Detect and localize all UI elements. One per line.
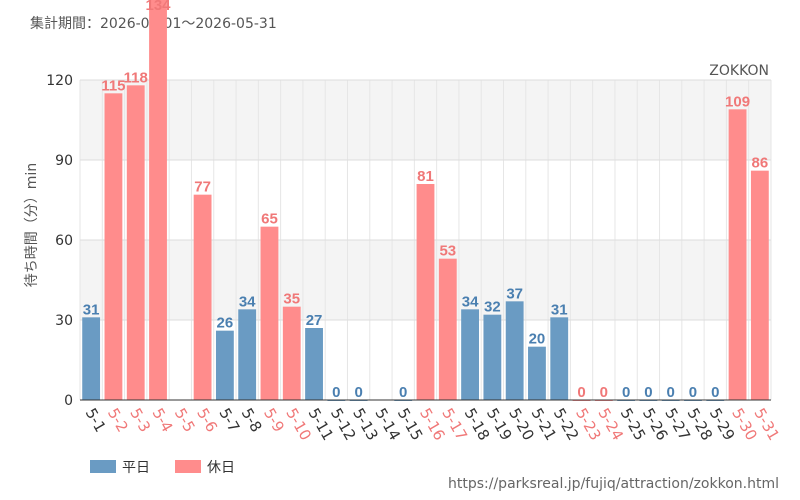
bar[interactable] bbox=[126, 85, 145, 400]
x-tick-label: 5-3 bbox=[126, 405, 154, 435]
x-tick-label: 5-1 bbox=[82, 405, 110, 435]
bar[interactable] bbox=[215, 330, 234, 400]
bar[interactable] bbox=[82, 317, 101, 400]
data-label: 0 bbox=[354, 384, 362, 401]
y-axis-ticks: 0 30 60 90 120 bbox=[46, 73, 73, 409]
data-label: 34 bbox=[462, 293, 479, 310]
bar[interactable] bbox=[438, 258, 457, 400]
data-label: 26 bbox=[217, 315, 234, 332]
data-label: 31 bbox=[551, 301, 568, 318]
data-label: 32 bbox=[484, 299, 501, 316]
y-tick-label: 60 bbox=[55, 233, 73, 249]
data-label: 109 bbox=[725, 93, 750, 110]
data-label: 0 bbox=[399, 384, 407, 401]
bar[interactable] bbox=[149, 0, 167, 400]
legend: 平日 休日 bbox=[90, 460, 235, 476]
data-label: 65 bbox=[261, 211, 278, 228]
data-label: 118 bbox=[124, 69, 148, 86]
y-axis-title: 待ち時間（分）min bbox=[24, 163, 40, 287]
bar[interactable] bbox=[505, 301, 524, 400]
data-label: 37 bbox=[506, 285, 523, 302]
data-label: 35 bbox=[283, 291, 300, 308]
x-tick-label: 5-6 bbox=[193, 405, 221, 435]
data-label: 81 bbox=[417, 168, 434, 185]
bar[interactable] bbox=[282, 306, 301, 400]
data-label: 0 bbox=[667, 384, 675, 401]
x-tick-label: 5-9 bbox=[260, 405, 288, 435]
x-axis-ticks: 5-15-25-35-45-55-65-75-85-95-105-115-125… bbox=[82, 405, 783, 443]
bar[interactable] bbox=[416, 184, 435, 400]
legend-item-holiday[interactable]: 休日 bbox=[175, 460, 235, 476]
bar[interactable] bbox=[238, 309, 257, 400]
bar[interactable] bbox=[550, 317, 569, 400]
bar[interactable] bbox=[750, 170, 769, 400]
grid-band bbox=[80, 80, 771, 160]
data-label: 115 bbox=[101, 77, 125, 94]
x-tick-label: 5-7 bbox=[215, 405, 243, 435]
data-label: 0 bbox=[600, 384, 608, 401]
legend-item-weekday[interactable]: 平日 bbox=[90, 460, 150, 476]
y-tick-label: 90 bbox=[55, 153, 73, 169]
legend-swatch-weekday bbox=[90, 460, 116, 473]
data-label: 53 bbox=[439, 243, 456, 260]
bar[interactable] bbox=[193, 194, 212, 400]
data-label: 0 bbox=[332, 384, 340, 401]
y-tick-label: 120 bbox=[46, 73, 73, 89]
data-label: 31 bbox=[83, 301, 100, 318]
bar[interactable] bbox=[728, 109, 747, 400]
legend-label-holiday: 休日 bbox=[207, 460, 235, 476]
bar[interactable] bbox=[461, 309, 479, 400]
y-tick-label: 30 bbox=[55, 313, 73, 329]
data-label: 77 bbox=[194, 179, 211, 196]
data-label: 20 bbox=[529, 331, 546, 348]
legend-label-weekday: 平日 bbox=[122, 460, 150, 476]
y-tick-label: 0 bbox=[64, 393, 73, 409]
x-tick-label: 5-4 bbox=[149, 405, 177, 435]
data-label: 0 bbox=[711, 384, 719, 401]
bars bbox=[82, 0, 769, 401]
x-tick-label: 5-5 bbox=[171, 405, 199, 435]
legend-swatch-holiday bbox=[175, 460, 201, 473]
attraction-label: ZOKKON bbox=[709, 63, 769, 79]
data-label: 34 bbox=[239, 293, 256, 310]
bar[interactable] bbox=[483, 314, 502, 400]
bar[interactable] bbox=[528, 346, 546, 400]
x-tick-label: 5-2 bbox=[104, 405, 132, 435]
bar[interactable] bbox=[104, 93, 123, 400]
data-label: 0 bbox=[622, 384, 630, 401]
x-tick-label: 5-8 bbox=[238, 405, 266, 435]
data-label: 134 bbox=[146, 0, 172, 14]
data-label: 0 bbox=[689, 384, 697, 401]
source-url: https://parksreal.jp/fujiq/attraction/zo… bbox=[448, 476, 779, 492]
data-label: 86 bbox=[752, 155, 769, 172]
bar[interactable] bbox=[260, 226, 279, 400]
data-label: 0 bbox=[577, 384, 585, 401]
data-label: 27 bbox=[306, 312, 323, 329]
bar[interactable] bbox=[305, 328, 323, 400]
data-label: 0 bbox=[644, 384, 652, 401]
